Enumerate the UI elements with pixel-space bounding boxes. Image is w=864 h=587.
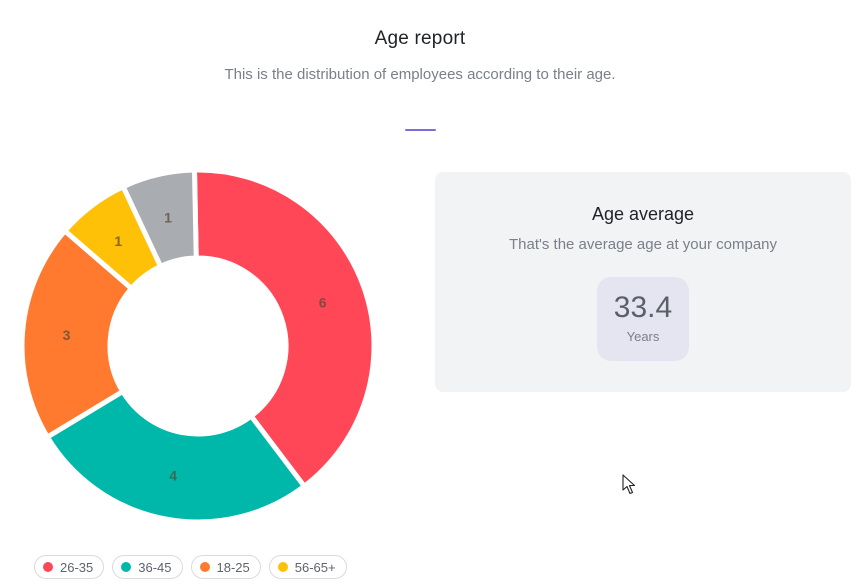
- donut-slice-unlabeled[interactable]: [120, 167, 199, 269]
- donut-slice-26-35[interactable]: [191, 167, 377, 489]
- legend-label: 56-65+: [294, 559, 336, 575]
- slice-value-label: 6: [319, 295, 327, 311]
- legend-item[interactable]: 26-35: [34, 555, 105, 579]
- donut-slice-36-45[interactable]: [44, 389, 307, 525]
- legend-dot-icon: [121, 562, 132, 572]
- legend-item[interactable]: 18-25: [190, 555, 261, 579]
- donut-segments: [19, 167, 377, 525]
- age-average-stat: 33.4 Years: [597, 277, 689, 361]
- age-average-unit: Years: [626, 329, 660, 344]
- legend-item[interactable]: 36-45: [112, 555, 183, 579]
- mouse-pointer-icon: [622, 474, 636, 495]
- card-subtitle: That's the average age at your company: [508, 236, 778, 253]
- slice-value-label: 4: [169, 468, 177, 484]
- page-subtitle: This is the distribution of employees ac…: [224, 66, 616, 83]
- title-divider: [405, 129, 436, 131]
- page-title: Age report: [374, 28, 466, 49]
- age-average-value: 33.4: [613, 291, 673, 324]
- legend-dot-icon: [43, 562, 53, 572]
- slice-value-label: 3: [63, 327, 71, 343]
- donut-slice-18-25[interactable]: [19, 228, 134, 440]
- age-average-card: Age average That's the average age at yo…: [435, 172, 851, 392]
- chart-legend: 26-35 36-45 18-25 56-65+: [34, 555, 347, 579]
- legend-dot-icon: [277, 562, 288, 572]
- donut-labels: 6 4 3 1 1: [63, 209, 327, 483]
- legend-label: 36-45: [138, 559, 172, 575]
- legend-label: 26-35: [60, 559, 94, 575]
- legend-dot-icon: [199, 562, 210, 572]
- legend-item[interactable]: 56-65+: [268, 555, 347, 579]
- age-donut-chart: 6 4 3 1 1: [19, 167, 377, 525]
- card-title: Age average: [591, 204, 695, 224]
- slice-value-label: 1: [114, 233, 122, 249]
- legend-label: 18-25: [216, 559, 250, 575]
- slice-value-label: 1: [164, 209, 172, 225]
